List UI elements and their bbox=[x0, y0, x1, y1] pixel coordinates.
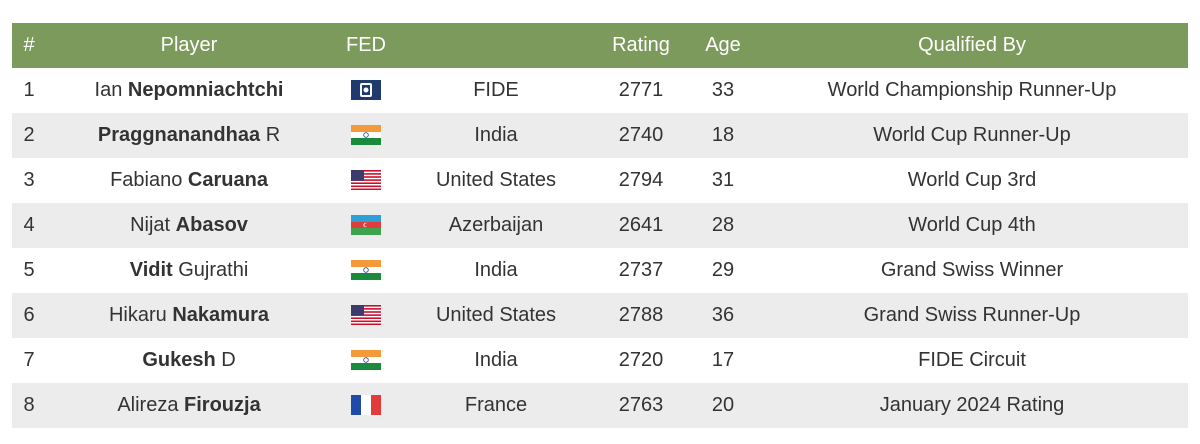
flag-icon bbox=[351, 170, 381, 190]
flag-icon bbox=[351, 260, 381, 280]
header-cell: Age bbox=[705, 34, 741, 56]
qualified-by-cell: FIDE Circuit bbox=[918, 349, 1026, 371]
rank-cell: 6 bbox=[23, 304, 35, 326]
player-name-part: Firouzja bbox=[184, 394, 261, 416]
qualifiers-table: # Player FED Rating Age Qualified By 1 Ia… bbox=[12, 23, 1188, 428]
age-cell: 28 bbox=[711, 214, 735, 236]
table-row: 7 Gukesh D India 2720 17 FIDE Circuit bbox=[12, 338, 1188, 383]
player-name-part: Nepomniachtchi bbox=[127, 79, 284, 101]
rating-cell: 2720 bbox=[618, 349, 664, 371]
federation-cell: United States bbox=[435, 304, 557, 326]
player-cell: Hikaru Nakamura bbox=[109, 293, 269, 338]
rating-cell: 2771 bbox=[618, 79, 664, 101]
federation-cell: United States bbox=[435, 169, 557, 191]
player-name-part: Gukesh bbox=[142, 349, 216, 371]
flag-icon bbox=[351, 305, 381, 325]
qualified-by-cell: World Cup 3rd bbox=[907, 169, 1037, 191]
player-name-part: Praggnanandhaa bbox=[97, 124, 261, 146]
header-cell: Rating bbox=[612, 34, 670, 56]
flag-icon bbox=[351, 350, 381, 370]
age-cell: 36 bbox=[711, 304, 735, 326]
player-cell: Alireza Firouzja bbox=[117, 383, 260, 428]
flag-icon bbox=[351, 395, 381, 415]
age-cell: 20 bbox=[711, 394, 735, 416]
qualified-by-cell: Grand Swiss Winner bbox=[880, 259, 1064, 281]
header-row: # Player FED Rating Age Qualified By bbox=[12, 23, 1188, 68]
federation-cell: India bbox=[474, 259, 518, 281]
federation-cell: India bbox=[474, 349, 518, 371]
rank-cell: 5 bbox=[23, 259, 35, 281]
rating-cell: 2763 bbox=[618, 394, 664, 416]
player-cell: Ian Nepomniachtchi bbox=[95, 68, 284, 113]
federation-cell: FIDE bbox=[473, 79, 519, 101]
player-name-part: R bbox=[265, 124, 281, 146]
flag-icon bbox=[351, 215, 381, 235]
player-name-part: Caruana bbox=[187, 169, 268, 191]
player-cell: Fabiano Caruana bbox=[110, 158, 268, 203]
rating-cell: 2737 bbox=[618, 259, 664, 281]
player-name-part: Nakamura bbox=[172, 304, 270, 326]
flag-icon bbox=[351, 125, 381, 145]
rating-cell: 2794 bbox=[618, 169, 664, 191]
player-cell: Praggnanandhaa R bbox=[98, 113, 280, 158]
qualified-by-cell: January 2024 Rating bbox=[879, 394, 1065, 416]
rating-cell: 2788 bbox=[618, 304, 664, 326]
rating-cell: 2641 bbox=[618, 214, 664, 236]
table-row: 1 Ian Nepomniachtchi FIDE 2771 33 World Champ… bbox=[12, 68, 1188, 113]
header-cell: # bbox=[23, 34, 35, 56]
age-cell: 29 bbox=[711, 259, 735, 281]
rank-cell: 2 bbox=[23, 124, 35, 146]
qualified-by-cell: World Cup Runner-Up bbox=[873, 124, 1071, 146]
rank-cell: 3 bbox=[23, 169, 35, 191]
player-name-part: Hikaru bbox=[108, 304, 167, 326]
age-cell: 18 bbox=[711, 124, 735, 146]
flag-icon bbox=[351, 80, 381, 100]
qualified-by-cell: Grand Swiss Runner-Up bbox=[863, 304, 1081, 326]
table-row: 8 Alireza Firouzja France 2763 20 January 202… bbox=[12, 383, 1188, 428]
table-row: 5 Vidit Gujrathi India 2737 29 Grand Swiss Wi… bbox=[12, 248, 1188, 293]
header-cell: Qualified By bbox=[918, 34, 1026, 56]
age-cell: 33 bbox=[711, 79, 735, 101]
player-name-part: Ian bbox=[94, 79, 123, 101]
player-name-part: Alireza bbox=[117, 394, 179, 416]
player-name-part: Abasov bbox=[175, 214, 248, 236]
table-row: 2 Praggnanandhaa R India 2740 18 World Cup Ru… bbox=[12, 113, 1188, 158]
federation-cell: India bbox=[474, 124, 518, 146]
federation-cell: Azerbaijan bbox=[448, 214, 544, 236]
age-cell: 31 bbox=[711, 169, 735, 191]
player-name-part: Gujrathi bbox=[178, 259, 249, 281]
header-cell: Player bbox=[160, 34, 218, 56]
player-name-part: Vidit bbox=[129, 259, 173, 281]
player-cell: Nijat Abasov bbox=[130, 203, 248, 248]
rating-cell: 2740 bbox=[618, 124, 664, 146]
player-name-part: Fabiano bbox=[110, 169, 183, 191]
player-cell: Vidit Gujrathi bbox=[130, 248, 249, 293]
federation-cell: France bbox=[464, 394, 528, 416]
table-row: 4 Nijat Abasov Azerbaijan 2641 28 World Cup 4… bbox=[12, 203, 1188, 248]
player-name-part: D bbox=[221, 349, 236, 371]
rank-cell: 1 bbox=[23, 79, 35, 101]
table-row: 6 Hikaru Nakamura United States 2788 36 Grand… bbox=[12, 293, 1188, 338]
player-name-part: Nijat bbox=[130, 214, 171, 236]
player-cell: Gukesh D bbox=[142, 338, 235, 383]
table-row: 3 Fabiano Caruana United States 2794 31 World… bbox=[12, 158, 1188, 203]
qualified-by-cell: World Championship Runner-Up bbox=[827, 79, 1117, 101]
header-cell: FED bbox=[346, 34, 386, 56]
rank-cell: 7 bbox=[23, 349, 35, 371]
rank-cell: 8 bbox=[23, 394, 35, 416]
rank-cell: 4 bbox=[23, 214, 35, 236]
qualified-by-cell: World Cup 4th bbox=[908, 214, 1036, 236]
age-cell: 17 bbox=[711, 349, 735, 371]
